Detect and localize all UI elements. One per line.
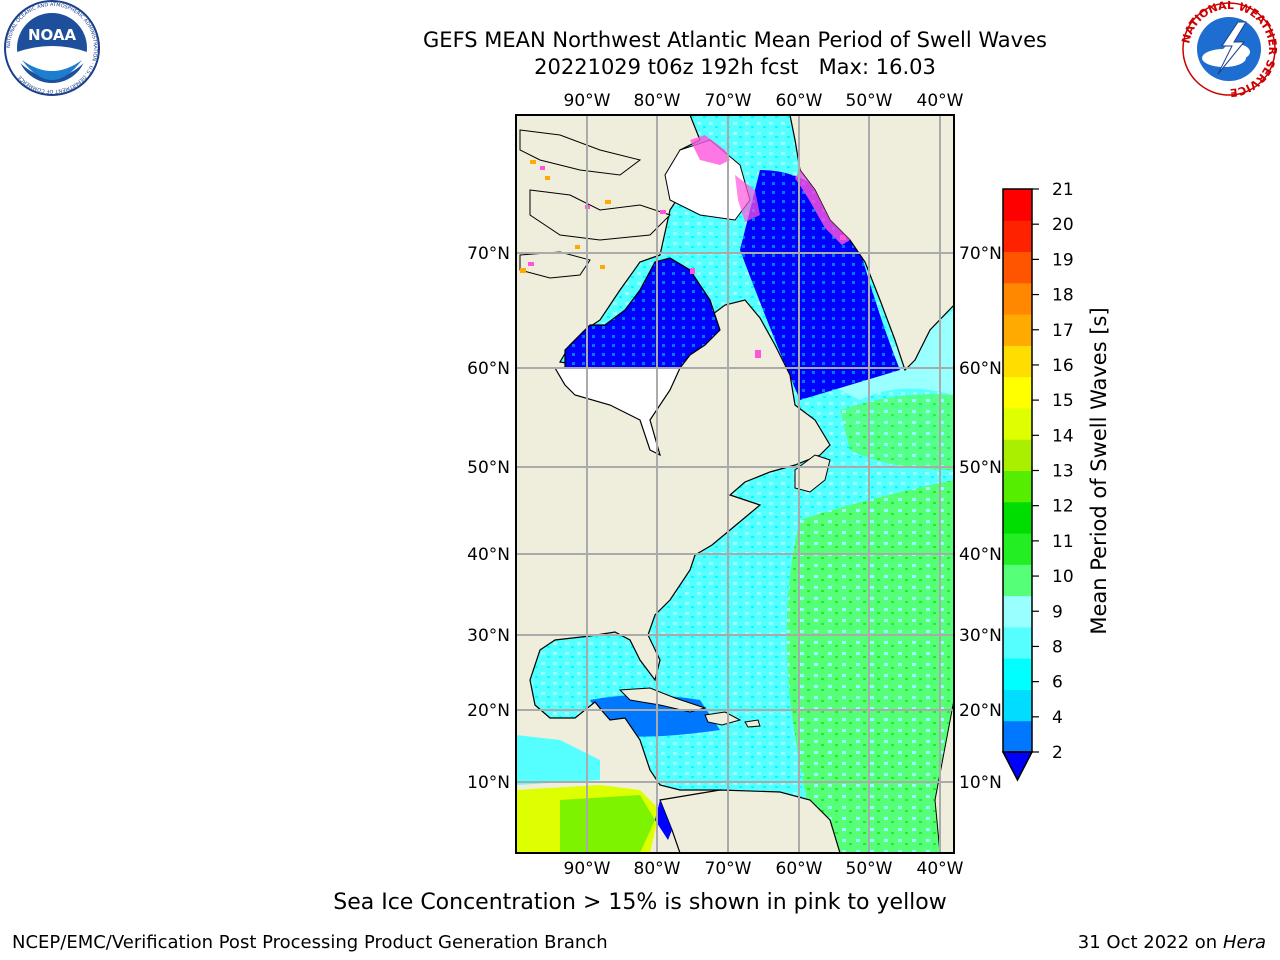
colorbar: 2 4 6 8 9 10 11 12 13 14 15 16 17 18 19 20 21	[1001, 180, 1074, 782]
lat-label-left: 30°N	[467, 626, 510, 646]
colorbar-extend-arrow	[1001, 751, 1034, 782]
colorbar-tick-label: 21	[1052, 180, 1074, 200]
map-plot-area	[516, 115, 954, 853]
footer-host: Hera	[1222, 932, 1266, 953]
colorbar-tick-label: 8	[1052, 637, 1063, 657]
colorbar-tick-label: 19	[1052, 250, 1074, 270]
lat-label-right: 60°N	[959, 359, 1002, 379]
colorbar-tick-label: 4	[1052, 708, 1063, 728]
colorbar-label: Mean Period of Swell Waves [s]	[1087, 307, 1111, 634]
colorbar-segment	[1003, 689, 1032, 722]
lat-label-right: 70°N	[959, 244, 1002, 264]
sea-ice-caption: Sea Ice Concentration > 15% is shown in …	[333, 890, 947, 915]
lon-label-bottom: 40°W	[917, 859, 964, 879]
colorbar-segment	[1003, 220, 1032, 253]
lon-label-top: 60°W	[776, 91, 823, 111]
colorbar-segment	[1003, 345, 1032, 378]
lon-label-top: 80°W	[634, 91, 681, 111]
map-gridlines	[516, 115, 954, 853]
footer-date: 31 Oct 2022 on Hera	[1078, 932, 1266, 953]
chart-subtitle: 20221029 t06z 192h fcst Max: 16.03	[534, 55, 936, 79]
colorbar-segment	[1003, 189, 1032, 221]
colorbar-segment	[1003, 533, 1032, 565]
colorbar-segment	[1003, 658, 1032, 690]
lon-label-bottom: 90°W	[564, 859, 611, 879]
colorbar-tick-label: 15	[1052, 391, 1074, 411]
colorbar-tick-label: 18	[1052, 286, 1074, 306]
lon-label-bottom: 60°W	[776, 859, 823, 879]
footer-date-text: 31 Oct 2022 on	[1077, 932, 1223, 953]
lat-label-left: 60°N	[467, 359, 510, 379]
lat-label-left: 10°N	[467, 773, 510, 793]
lat-label-left: 20°N	[467, 701, 510, 721]
colorbar-segment	[1003, 626, 1032, 659]
lon-label-bottom: 50°W	[846, 859, 893, 879]
labrador-sea-short-period	[740, 170, 900, 400]
chart-title: GEFS MEAN Northwest Atlantic Mean Period…	[423, 28, 1047, 52]
lat-label-left: 40°N	[467, 545, 510, 565]
colorbar-tick-label: 10	[1052, 567, 1074, 587]
noaa-logo-icon: NOAA NATIONAL OCEANIC AND ATMOSPHERIC AD…	[4, 0, 100, 96]
lat-label-right: 50°N	[959, 458, 1002, 478]
colorbar-tick-label: 16	[1052, 356, 1074, 376]
colorbar-segment	[1003, 439, 1032, 471]
colorbar-tick-label: 2	[1052, 743, 1063, 763]
colorbar-segment	[1003, 376, 1032, 409]
colorbar-tick-label: 17	[1052, 321, 1074, 341]
colorbar-segment	[1003, 501, 1032, 534]
colorbar-tick-label: 20	[1052, 215, 1074, 235]
colorbar-tick-label: 12	[1052, 497, 1074, 517]
lat-label-right: 20°N	[959, 701, 1002, 721]
lon-label-top: 50°W	[846, 91, 893, 111]
noaa-logo-text: NOAA	[28, 26, 77, 44]
colorbar-segment	[1003, 470, 1032, 503]
lat-label-right: 40°N	[959, 545, 1002, 565]
colorbar-segment	[1003, 720, 1032, 753]
colorbar-tick-label: 14	[1052, 426, 1074, 446]
lon-label-bottom: 80°W	[634, 859, 681, 879]
lon-label-top: 90°W	[564, 91, 611, 111]
colorbar-segment	[1003, 314, 1032, 346]
colorbar-segment	[1003, 251, 1032, 284]
colorbar-tick-label: 13	[1052, 462, 1074, 482]
colorbar-segment	[1003, 282, 1032, 315]
colorbar-segment	[1003, 407, 1032, 440]
colorbar-segment	[1003, 564, 1032, 597]
lon-label-top: 70°W	[705, 91, 752, 111]
map-frame	[515, 114, 955, 854]
colorbar-segment	[1003, 595, 1032, 628]
footer-branch: NCEP/EMC/Verification Post Processing Pr…	[12, 932, 608, 953]
long-period-swell-region	[786, 480, 954, 853]
lat-label-right: 10°N	[959, 773, 1002, 793]
colorbar-tick-label: 11	[1052, 532, 1074, 552]
lat-label-left: 70°N	[467, 244, 510, 264]
colorbar-tick-label: 9	[1052, 602, 1063, 622]
nws-logo-icon: NATIONAL WEATHER SERVICE	[1179, 0, 1279, 99]
lon-label-top: 40°W	[917, 91, 964, 111]
lat-label-left: 50°N	[467, 458, 510, 478]
lon-label-bottom: 70°W	[705, 859, 752, 879]
colorbar-tick-label: 6	[1052, 673, 1063, 693]
lat-label-right: 30°N	[959, 626, 1002, 646]
